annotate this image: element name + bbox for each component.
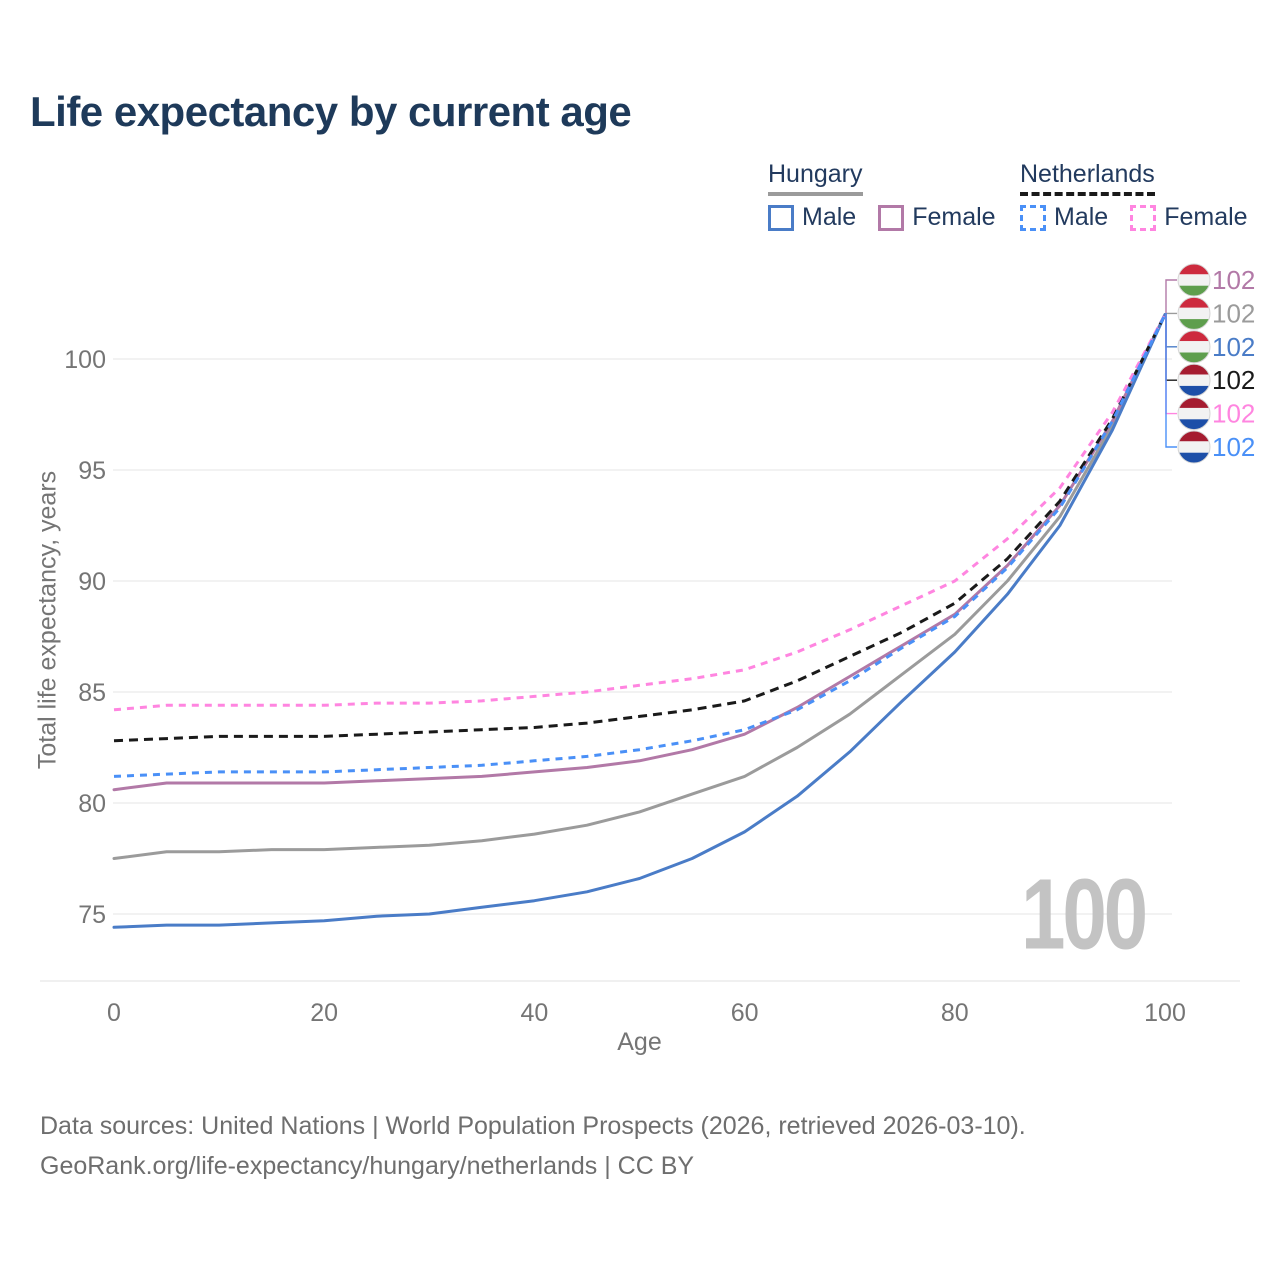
page-title: Life expectancy by current age	[30, 88, 632, 135]
legend-item-netherlands-male[interactable]: Male	[1020, 203, 1108, 232]
y-tick-label-85: 85	[78, 679, 106, 707]
y-tick-label-80: 80	[78, 790, 106, 818]
flag-nl-icon	[1177, 397, 1211, 431]
x-tick-label-40: 40	[520, 999, 548, 1027]
end-value-label-4: 102	[1212, 399, 1255, 429]
x-tick-label-20: 20	[310, 999, 338, 1027]
legend-group-hungary: Hungary Male Female	[768, 160, 996, 232]
end-value-label-2: 102	[1212, 332, 1255, 362]
end-value-label-5: 102	[1212, 432, 1255, 462]
legend-swatch-hungary-male	[768, 204, 794, 231]
x-tick-label-0: 0	[107, 999, 121, 1027]
series-line-netherlands-total	[113, 313, 1167, 743]
end-connector-nl-5	[1165, 313, 1177, 448]
end-value-label-3: 102	[1212, 365, 1255, 395]
x-tick-label-80: 80	[941, 999, 969, 1027]
legend-label-hungary-male: Male	[802, 203, 857, 231]
footer-source-line: Data sources: United Nations | World Pop…	[40, 1112, 1026, 1140]
legend-label-netherlands-female: Female	[1164, 203, 1248, 231]
legend-item-hungary-male[interactable]: Male	[768, 203, 856, 232]
legend-group-netherlands: Netherlands Male Female	[1020, 160, 1248, 232]
y-tick-label-90: 90	[78, 568, 106, 596]
footer: Data sources: United Nations | World Pop…	[40, 1106, 1026, 1186]
series-line-hungary-male	[112, 313, 1167, 929]
end-connector-nl-4	[1165, 313, 1177, 415]
x-tick-label-60: 60	[731, 999, 759, 1027]
legend-swatch-netherlands-male	[1020, 204, 1046, 231]
y-tick-label-75: 75	[78, 901, 106, 929]
legend-item-hungary-female[interactable]: Female	[878, 203, 996, 232]
legend-country-hungary[interactable]: Hungary	[768, 160, 863, 196]
series-line-netherlands-male	[113, 313, 1167, 778]
age-counter-watermark: 100	[1021, 858, 1148, 971]
end-connector-hu-0	[1165, 279, 1177, 313]
series-line-hungary-total	[112, 313, 1167, 860]
legend-item-netherlands-female[interactable]: Female	[1130, 203, 1248, 232]
y-axis-title: Total life expectancy, years	[33, 470, 62, 770]
flag-hu-icon	[1177, 263, 1211, 297]
legend-items-hungary: Male Female	[768, 203, 996, 232]
legend-label-hungary-female: Female	[912, 203, 996, 231]
x-tick-label-100: 100	[1144, 999, 1186, 1027]
flag-nl-icon	[1177, 430, 1211, 464]
flag-nl-icon	[1177, 363, 1211, 397]
series-line-netherlands-female	[113, 313, 1167, 712]
legend-swatch-hungary-female	[878, 204, 905, 231]
legend-items-netherlands: Male Female	[1020, 203, 1248, 232]
y-tick-label-95: 95	[78, 457, 106, 485]
legend-country-netherlands[interactable]: Netherlands	[1020, 160, 1155, 196]
flag-hu-icon	[1177, 330, 1211, 364]
legend-swatch-netherlands-female	[1130, 204, 1157, 231]
series-line-hungary-female	[112, 313, 1167, 792]
footer-link-line: GeoRank.org/life-expectancy/hungary/neth…	[40, 1152, 695, 1180]
legend-label-netherlands-male: Male	[1054, 203, 1109, 231]
end-value-label-0: 102	[1212, 265, 1255, 295]
y-tick-label-100: 100	[64, 346, 106, 374]
end-connector-hu-2	[1165, 313, 1177, 348]
end-value-label-1: 102	[1212, 298, 1255, 328]
x-axis-title: Age	[617, 1028, 661, 1056]
flag-hu-icon	[1177, 296, 1211, 330]
